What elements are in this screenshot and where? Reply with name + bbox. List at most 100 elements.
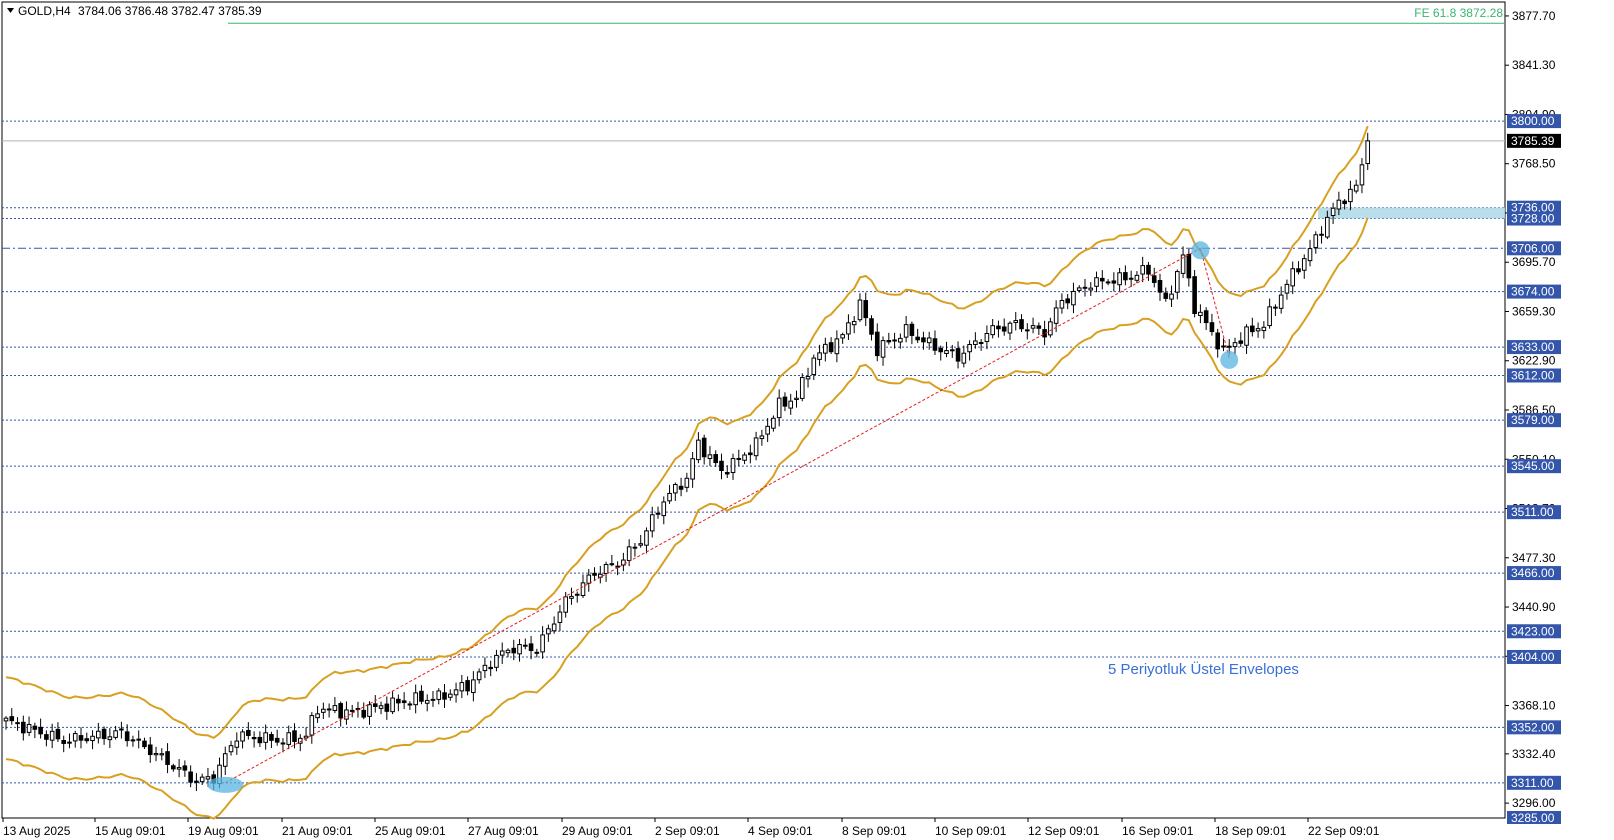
candle-body: [442, 692, 447, 700]
candle-body: [557, 611, 563, 623]
candle-body: [938, 347, 944, 353]
candle-body: [730, 458, 736, 473]
candle-body: [113, 730, 118, 738]
candle: [1175, 269, 1180, 300]
candle: [511, 639, 517, 661]
candle: [857, 293, 863, 322]
candle-body: [1151, 275, 1157, 283]
candle: [1169, 285, 1174, 307]
candle-body: [286, 732, 292, 745]
candle-body: [1296, 268, 1301, 273]
candle: [442, 684, 447, 708]
candle-body: [234, 740, 240, 748]
candle-body: [1076, 287, 1082, 291]
candle: [292, 723, 297, 749]
candle: [840, 332, 845, 344]
candlesticks: [3, 132, 1371, 792]
level-price-tag-bg: [1507, 114, 1561, 129]
candle-body: [407, 703, 413, 706]
candle-body: [523, 644, 528, 647]
level-price-tag: 3545.00: [1511, 459, 1555, 473]
candle: [49, 723, 55, 749]
candle-body: [1290, 268, 1296, 287]
candle: [955, 341, 961, 369]
candle: [436, 688, 442, 705]
candle-body: [378, 705, 384, 709]
x-tick-label: 13 Aug 2025: [3, 824, 71, 838]
candle-body: [615, 565, 620, 568]
candle: [1088, 282, 1094, 296]
candle-body: [453, 689, 459, 696]
candle: [551, 616, 557, 634]
candle: [1048, 317, 1053, 338]
x-tick-label: 16 Sep 09:01: [1122, 824, 1194, 838]
candle: [482, 657, 488, 679]
candle: [528, 635, 534, 660]
candle-body: [49, 730, 55, 741]
candle: [748, 444, 753, 464]
candle: [1238, 332, 1244, 347]
candle: [834, 330, 840, 363]
dropdown-triangle-icon[interactable]: [7, 8, 14, 13]
candle-body: [909, 323, 915, 336]
candle-body: [15, 722, 20, 725]
candle: [234, 732, 240, 755]
candle: [944, 341, 949, 358]
candle-body: [748, 452, 753, 456]
candle-body: [390, 697, 395, 713]
candle-body: [303, 735, 309, 739]
candle-body: [1001, 326, 1007, 332]
candle-body: [246, 729, 251, 736]
candle-body: [1192, 276, 1197, 315]
level-price-tag-bg: [1507, 368, 1561, 383]
candle: [476, 668, 482, 684]
candle: [638, 534, 644, 548]
candle: [713, 450, 719, 467]
candle-body: [482, 664, 488, 672]
candle-body: [609, 563, 615, 566]
candle: [1071, 282, 1076, 314]
candle: [280, 738, 286, 753]
candle: [1319, 226, 1324, 244]
candle: [263, 724, 268, 750]
candle: [367, 701, 372, 725]
candle-body: [292, 730, 297, 742]
candle-body: [996, 325, 1001, 330]
candle-body: [632, 546, 638, 549]
candle-body: [1238, 340, 1244, 344]
candle: [199, 773, 205, 785]
fib-label: FE 61.8 3872.28: [1414, 6, 1503, 20]
candle-body: [1065, 298, 1070, 304]
candle: [846, 314, 851, 340]
candle: [990, 319, 995, 339]
candle-body: [309, 715, 315, 736]
candle-body: [263, 732, 268, 743]
candle: [1307, 239, 1313, 267]
candle: [771, 415, 776, 432]
candle-body: [707, 454, 713, 459]
candle-body: [459, 682, 465, 692]
candle-body: [1284, 283, 1290, 294]
candle: [609, 554, 615, 567]
candle-body: [44, 734, 49, 740]
candle-body: [574, 593, 580, 596]
candle: [903, 315, 909, 343]
envelope-lower: [5, 217, 1369, 820]
level-price-tag-bg: [1507, 566, 1561, 581]
candle-body: [805, 376, 811, 380]
x-tick-label: 27 Aug 09:01: [468, 824, 539, 838]
candle-body: [1071, 290, 1076, 306]
candle: [1342, 199, 1347, 210]
candle: [251, 731, 257, 748]
pivot-marker: [1220, 350, 1239, 369]
candle: [1215, 328, 1221, 358]
candle-body: [1365, 140, 1371, 165]
candle: [1019, 314, 1024, 332]
candle: [349, 704, 355, 718]
candle-body: [1209, 322, 1215, 333]
candle-body: [90, 735, 95, 742]
candle: [523, 638, 528, 650]
candle: [78, 727, 84, 749]
candle-body: [3, 717, 9, 722]
